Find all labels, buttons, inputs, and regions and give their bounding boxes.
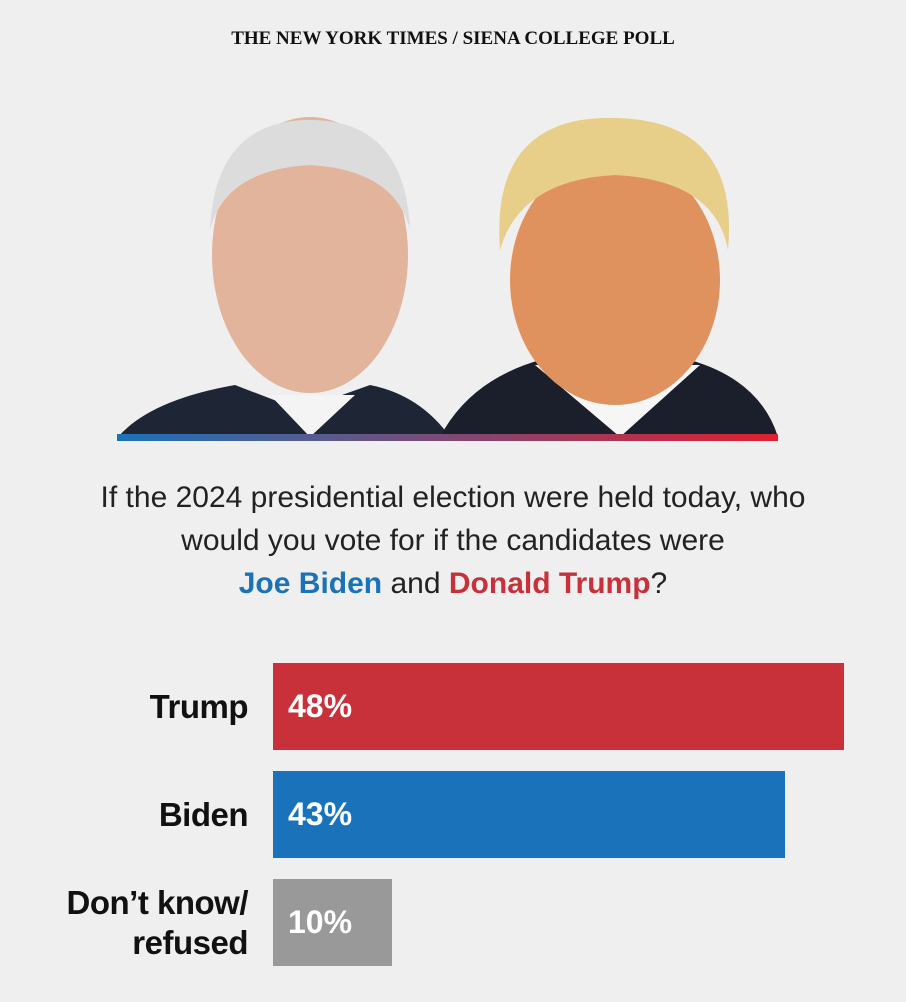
shirt-left bbox=[270, 395, 355, 437]
bar bbox=[273, 663, 845, 750]
question: If the 2024 presidential election were h… bbox=[63, 476, 843, 605]
face-right bbox=[510, 155, 720, 405]
bar-row: Trump 48% bbox=[0, 663, 906, 750]
divider bbox=[117, 434, 778, 441]
bar-row: Biden 43% bbox=[0, 771, 906, 858]
joiner: and bbox=[390, 567, 441, 600]
bar bbox=[273, 879, 392, 966]
bar-row: Don’t know/ refused 10% bbox=[0, 879, 906, 966]
bar-chart: Trump 48% Biden 43% Don’t know/ refused 10% bbox=[0, 663, 906, 987]
category-label: Don’t know/ refused bbox=[66, 883, 249, 961]
candidate-a: Joe Biden bbox=[238, 567, 383, 600]
bar bbox=[273, 771, 785, 858]
hair-left bbox=[210, 120, 410, 230]
face-left bbox=[212, 117, 408, 393]
value-label: 43% bbox=[288, 796, 353, 832]
category-label: Trump bbox=[149, 687, 249, 725]
candidate-b: Donald Trump bbox=[448, 567, 651, 600]
portraits bbox=[117, 117, 778, 441]
header: THE NEW YORK TIMES / SIENA COLLEGE POLL bbox=[231, 28, 675, 49]
question-text: If the 2024 presidential election were h… bbox=[100, 481, 806, 557]
suit-right bbox=[440, 360, 778, 437]
value-label: 48% bbox=[288, 688, 353, 724]
hair-right bbox=[499, 117, 730, 250]
question-end: ? bbox=[650, 567, 668, 600]
value-label: 10% bbox=[288, 904, 353, 940]
suit-left bbox=[118, 385, 450, 437]
category-label: Biden bbox=[158, 795, 249, 833]
